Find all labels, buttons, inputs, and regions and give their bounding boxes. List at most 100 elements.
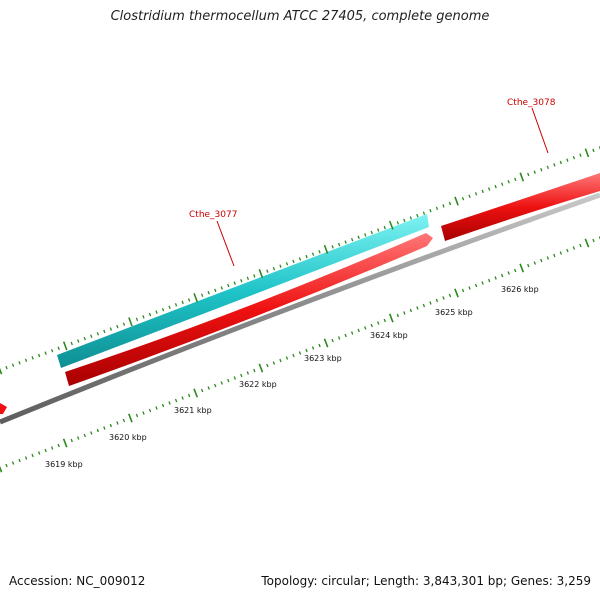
minor-tick (500, 182, 504, 186)
minor-tick (533, 170, 536, 174)
minor-tick (461, 288, 465, 293)
kbp-label: 3621 kbp (174, 406, 212, 415)
minor-tick (429, 301, 432, 305)
minor-tick (435, 298, 439, 303)
minor-tick (527, 263, 530, 268)
minor-tick (546, 256, 550, 260)
minor-tick (311, 346, 315, 350)
major-tick (193, 388, 199, 398)
minor-tick (148, 312, 152, 317)
minor-tick (579, 153, 582, 157)
minor-tick (494, 276, 497, 280)
minor-tick (468, 194, 471, 199)
minor-tick (181, 396, 184, 400)
accession-text: Accession: NC_009012 (9, 574, 146, 588)
minor-tick (494, 184, 497, 189)
minor-tick (103, 426, 106, 430)
minor-tick (487, 278, 491, 283)
minor-tick (24, 358, 28, 363)
minor-tick (148, 408, 152, 413)
minor-tick (383, 318, 387, 323)
minor-tick (135, 413, 139, 418)
minor-tick (370, 323, 373, 328)
minor-tick (344, 240, 347, 244)
minor-tick (109, 423, 113, 428)
minor-tick (500, 273, 504, 278)
minor-tick (566, 158, 569, 162)
minor-tick (507, 271, 510, 275)
minor-tick (513, 268, 517, 273)
minor-tick (200, 388, 204, 393)
kbp-label: 3619 kbp (45, 460, 83, 469)
minor-tick (331, 338, 334, 343)
minor-tick (31, 356, 34, 360)
gene-bar-cthe-3077-reverse[interactable] (65, 233, 433, 386)
minor-tick (305, 254, 308, 259)
major-tick (323, 338, 329, 348)
minor-tick (448, 293, 452, 298)
minor-tick (363, 326, 367, 330)
major-tick (128, 413, 133, 423)
minor-tick (422, 211, 426, 215)
gene-label-cthe-3078[interactable]: Cthe_3078 (507, 98, 556, 108)
minor-tick (18, 361, 21, 365)
minor-tick (155, 310, 158, 314)
minor-tick (409, 216, 413, 220)
minor-tick (109, 327, 113, 331)
major-tick (0, 465, 3, 473)
minor-tick (161, 307, 165, 312)
minor-tick (11, 461, 15, 465)
minor-tick (592, 238, 595, 243)
kbp-label: 3626 kbp (501, 285, 539, 294)
gene-bar-cthe-3078[interactable] (441, 173, 600, 241)
minor-tick (5, 463, 8, 468)
minor-tick (122, 322, 126, 326)
minor-tick (37, 353, 41, 358)
major-tick (323, 244, 329, 254)
minor-tick (357, 235, 360, 240)
minor-tick (442, 204, 445, 208)
minor-tick (83, 433, 87, 438)
minor-tick (266, 269, 269, 273)
minor-tick (461, 196, 465, 201)
minor-tick (285, 356, 289, 360)
minor-tick (142, 411, 145, 415)
minor-tick (572, 246, 576, 250)
minor-tick (168, 401, 171, 405)
minor-tick (435, 206, 439, 211)
callout-line-cthe-3077 (216, 220, 235, 267)
minor-tick (240, 278, 243, 283)
kbp-label: 3622 kbp (239, 380, 277, 389)
minor-tick (50, 348, 54, 353)
minor-tick (116, 421, 119, 425)
minor-tick (559, 160, 563, 165)
minor-tick (253, 274, 256, 278)
minor-tick (350, 237, 354, 242)
minor-tick (305, 348, 308, 353)
minor-tick (318, 343, 321, 348)
major-tick (454, 196, 459, 206)
minor-tick (122, 418, 126, 423)
kbp-label: 3625 kbp (435, 308, 473, 317)
minor-tick (292, 259, 295, 264)
minor-tick (83, 336, 86, 341)
upper-tick-track (0, 146, 600, 375)
major-tick (258, 269, 264, 278)
minor-tick (103, 329, 106, 334)
minor-tick (24, 456, 28, 460)
gene-label-cthe-3077[interactable]: Cthe_3077 (189, 210, 237, 220)
map-title: Clostridium thermocellum ATCC 27405, com… (110, 9, 490, 24)
minor-tick (416, 306, 419, 310)
gene-feature-partial-left[interactable] (0, 403, 7, 414)
minor-tick (142, 315, 145, 319)
minor-tick (233, 376, 237, 380)
minor-tick (553, 253, 556, 258)
minor-tick (44, 448, 47, 453)
minor-tick (298, 257, 302, 261)
minor-tick (227, 283, 230, 288)
gene-bar-cthe-3077-forward[interactable] (57, 214, 429, 368)
minor-tick (50, 446, 54, 450)
minor-tick (403, 218, 406, 223)
